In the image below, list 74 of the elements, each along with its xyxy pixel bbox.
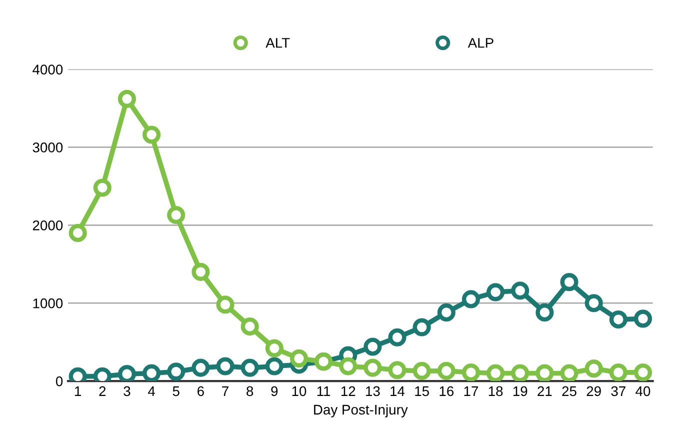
point	[290, 349, 308, 368]
x-tick-label: 9	[271, 386, 278, 396]
point	[216, 296, 234, 314]
x-tick-label: 3	[124, 386, 130, 396]
point	[167, 362, 186, 381]
x-tick-label: 15	[415, 386, 429, 396]
x-tick-label: 5	[172, 386, 180, 396]
point	[142, 364, 161, 382]
legend-label: ALT	[266, 38, 290, 48]
x-tick-label: 37	[611, 386, 626, 396]
x-tick-label: 4	[148, 386, 155, 396]
x-tick-label: 17	[464, 386, 478, 396]
point	[560, 364, 578, 382]
y-tick-label: 1000	[33, 298, 63, 308]
point	[412, 318, 431, 336]
y-tick-label: 3000	[32, 142, 63, 152]
point	[240, 317, 259, 336]
x-tick-label: 19	[513, 386, 528, 396]
point	[437, 303, 456, 322]
x-tick-label: 6	[198, 386, 204, 396]
point	[68, 224, 87, 242]
x-tick-label: 7	[222, 386, 228, 396]
x-tick-label: 21	[538, 386, 552, 396]
x-tick-label: 8	[246, 386, 254, 396]
point	[634, 363, 652, 382]
point	[462, 363, 480, 382]
point	[462, 290, 480, 308]
point	[486, 283, 505, 302]
x-tick-label: 1	[75, 386, 82, 396]
point	[265, 339, 284, 358]
point	[412, 362, 431, 380]
point	[536, 364, 554, 382]
x-tick-label: 25	[562, 386, 576, 396]
point	[265, 357, 284, 376]
x-tick-label: 12	[341, 386, 356, 396]
point	[609, 310, 628, 328]
x-tick-label: 16	[440, 386, 454, 396]
point	[388, 361, 406, 380]
point	[118, 364, 136, 382]
x-tick-label: 13	[366, 386, 380, 396]
point	[142, 126, 161, 144]
point	[339, 357, 358, 376]
point	[93, 178, 112, 197]
point	[584, 360, 603, 378]
x-tick-label: 14	[390, 386, 405, 396]
point	[240, 358, 259, 377]
y-tick-label: 4000	[32, 64, 63, 74]
x-tick-label: 29	[586, 386, 601, 396]
x-tick-label: 11	[317, 386, 330, 396]
point	[584, 294, 603, 312]
point	[364, 338, 382, 356]
point	[511, 282, 530, 300]
x-axis-title: Day Post-Injury	[314, 404, 408, 418]
y-tick-label: 0	[56, 376, 63, 386]
point	[388, 328, 406, 346]
point	[167, 206, 186, 224]
point	[511, 364, 530, 382]
point	[364, 358, 382, 377]
point	[192, 358, 210, 377]
x-tick-label: 2	[99, 386, 106, 396]
point	[192, 262, 210, 281]
x-tick-label: 18	[488, 386, 503, 396]
point	[634, 310, 652, 328]
x-tick-label: 10	[292, 386, 306, 396]
point	[437, 362, 456, 380]
point	[560, 273, 578, 292]
point	[216, 357, 234, 376]
x-tick-label: 40	[636, 386, 650, 396]
point	[609, 363, 628, 382]
point	[536, 303, 554, 322]
legend-label: ALP	[468, 38, 494, 48]
point	[118, 90, 136, 108]
y-tick-label: 2000	[32, 220, 63, 230]
point	[486, 364, 505, 382]
